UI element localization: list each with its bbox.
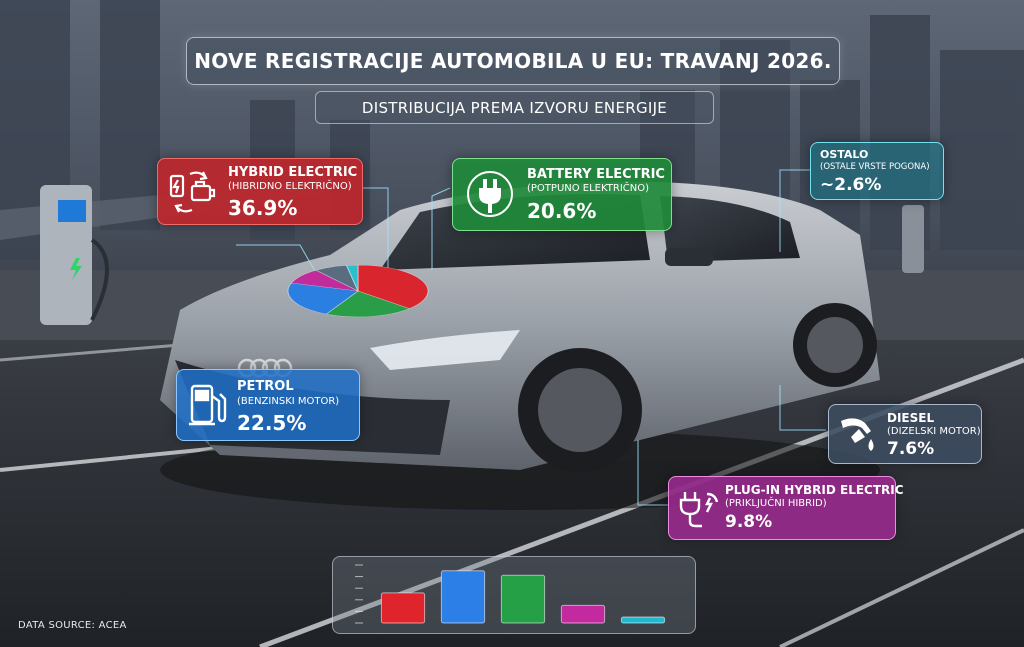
card-other-name: OSTALO: [820, 148, 869, 161]
card-other-sub: (OSTALE VRSTE POGONA): [820, 162, 930, 172]
card-battery-electric: BATTERY ELECTRIC (POTPUNO ELEKTRIČNO) 20…: [452, 158, 672, 231]
card-battery-pct: 20.6%: [527, 199, 597, 223]
fuel-nozzle-icon: [841, 418, 874, 451]
hybrid-engine-icon: [169, 171, 216, 213]
card-other-pct: ~2.6%: [820, 175, 882, 195]
bar-petrol: [440, 570, 486, 624]
card-phev-name: PLUG-IN HYBRID ELECTRIC: [725, 483, 904, 497]
card-diesel-name: DIESEL: [887, 411, 935, 425]
pie-slice-hybrid-electric: [357, 264, 429, 309]
card-other: OSTALO (OSTALE VRSTE POGONA) ~2.6%: [810, 142, 944, 200]
pie-chart: [287, 264, 429, 318]
bar-plug-in-hybrid-electric: [560, 604, 606, 624]
card-phev-pct: 9.8%: [725, 512, 773, 532]
page-subtitle: DISTRIBUCIJA PREMA IZVORU ENERGIJE: [315, 91, 714, 124]
page-title: NOVE REGISTRACIJE AUTOMOBILA U EU: TRAVA…: [186, 37, 840, 85]
charging-station-icon: [40, 185, 109, 325]
card-hybrid-electric: HYBRID ELECTRIC (HIBRIDNO ELEKTRIČNO) 36…: [157, 158, 363, 225]
pie-slice-ostalo: [346, 264, 359, 292]
car-illustration: [160, 181, 880, 510]
plug-icon: [467, 171, 513, 217]
card-petrol-sub: (BENZINSKI MOTOR): [237, 396, 340, 407]
bar-chart: [355, 564, 666, 624]
card-petrol-pct: 22.5%: [237, 411, 307, 435]
fuel-pump-icon: [189, 384, 227, 426]
plug-hybrid-icon: [679, 492, 719, 528]
bar-hybrid-electric: [380, 592, 426, 624]
bar-ostalo: [620, 616, 666, 624]
pie-slice-petrol: [287, 282, 359, 315]
connector-lines: [236, 169, 826, 506]
card-hybrid-name: HYBRID ELECTRIC: [228, 165, 358, 180]
bar-battery-electric: [500, 574, 546, 624]
card-hybrid-sub: (HIBRIDNO ELEKTRIČNO): [228, 181, 352, 192]
card-battery-name: BATTERY ELECTRIC: [527, 167, 665, 182]
card-diesel-pct: 7.6%: [887, 439, 935, 459]
card-hybrid-pct: 36.9%: [228, 196, 298, 220]
card-petrol: PETROL (BENZINSKI MOTOR) 22.5%: [176, 369, 360, 441]
card-battery-sub: (POTPUNO ELEKTRIČNO): [527, 183, 650, 194]
card-diesel-sub: (DIZELSKI MOTOR): [887, 426, 981, 437]
card-plugin-hybrid: PLUG-IN HYBRID ELECTRIC (PRIKLJUČNI HIBR…: [668, 476, 904, 540]
data-source: DATA SOURCE: ACEA: [18, 620, 127, 631]
pie-slice-battery-electric: [325, 290, 411, 318]
card-petrol-name: PETROL: [237, 379, 294, 394]
card-phev-sub: (PRIKLJUČNI HIBRID): [725, 498, 827, 509]
bar-chart-panel: [332, 556, 696, 634]
card-diesel: DIESEL (DIZELSKI MOTOR) 7.6%: [828, 404, 982, 464]
